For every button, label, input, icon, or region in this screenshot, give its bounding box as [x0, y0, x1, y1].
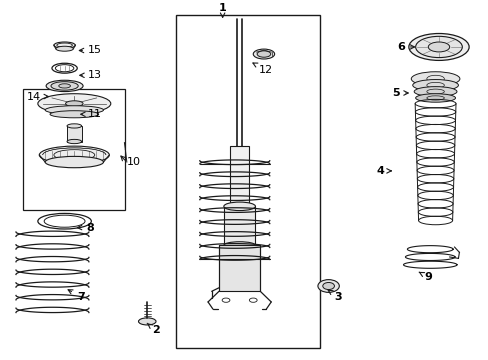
Ellipse shape [67, 124, 81, 128]
Bar [67, 126, 81, 141]
Ellipse shape [412, 80, 458, 91]
Ellipse shape [408, 33, 468, 60]
Text: 4: 4 [376, 166, 390, 176]
Text: 6: 6 [396, 42, 414, 52]
Text: 3: 3 [327, 290, 342, 302]
Ellipse shape [49, 95, 84, 105]
Text: 9: 9 [418, 272, 431, 282]
Ellipse shape [39, 146, 109, 164]
Bar [23, 89, 125, 210]
Ellipse shape [317, 280, 339, 292]
Text: 7: 7 [68, 290, 84, 302]
Text: 15: 15 [79, 45, 102, 55]
Ellipse shape [67, 139, 81, 144]
Ellipse shape [415, 94, 455, 102]
Ellipse shape [322, 283, 334, 289]
Ellipse shape [54, 42, 75, 48]
Ellipse shape [415, 36, 461, 58]
Ellipse shape [50, 111, 99, 118]
Text: 8: 8 [77, 222, 94, 233]
Ellipse shape [413, 87, 456, 96]
Bar [176, 15, 319, 348]
Ellipse shape [56, 46, 73, 51]
Text: 5: 5 [392, 88, 407, 98]
Ellipse shape [224, 242, 255, 249]
Text: 10: 10 [126, 157, 141, 167]
Text: 1: 1 [218, 3, 226, 13]
Text: 2: 2 [147, 323, 160, 335]
Text: 14: 14 [27, 91, 48, 102]
Ellipse shape [138, 318, 156, 325]
Ellipse shape [257, 51, 270, 57]
Ellipse shape [224, 202, 255, 211]
Bar [229, 146, 249, 206]
Ellipse shape [427, 42, 449, 52]
Text: 12: 12 [252, 63, 273, 75]
Ellipse shape [222, 298, 229, 302]
Ellipse shape [253, 49, 274, 59]
Ellipse shape [65, 101, 83, 107]
Text: 11: 11 [81, 109, 102, 119]
Ellipse shape [38, 94, 111, 113]
Bar [219, 245, 260, 291]
Ellipse shape [51, 82, 78, 90]
Ellipse shape [46, 80, 83, 91]
Ellipse shape [410, 72, 459, 86]
Ellipse shape [59, 84, 70, 88]
Bar [224, 206, 255, 245]
Ellipse shape [45, 156, 103, 168]
Ellipse shape [249, 298, 257, 302]
Text: 13: 13 [80, 70, 102, 80]
Ellipse shape [45, 106, 103, 114]
